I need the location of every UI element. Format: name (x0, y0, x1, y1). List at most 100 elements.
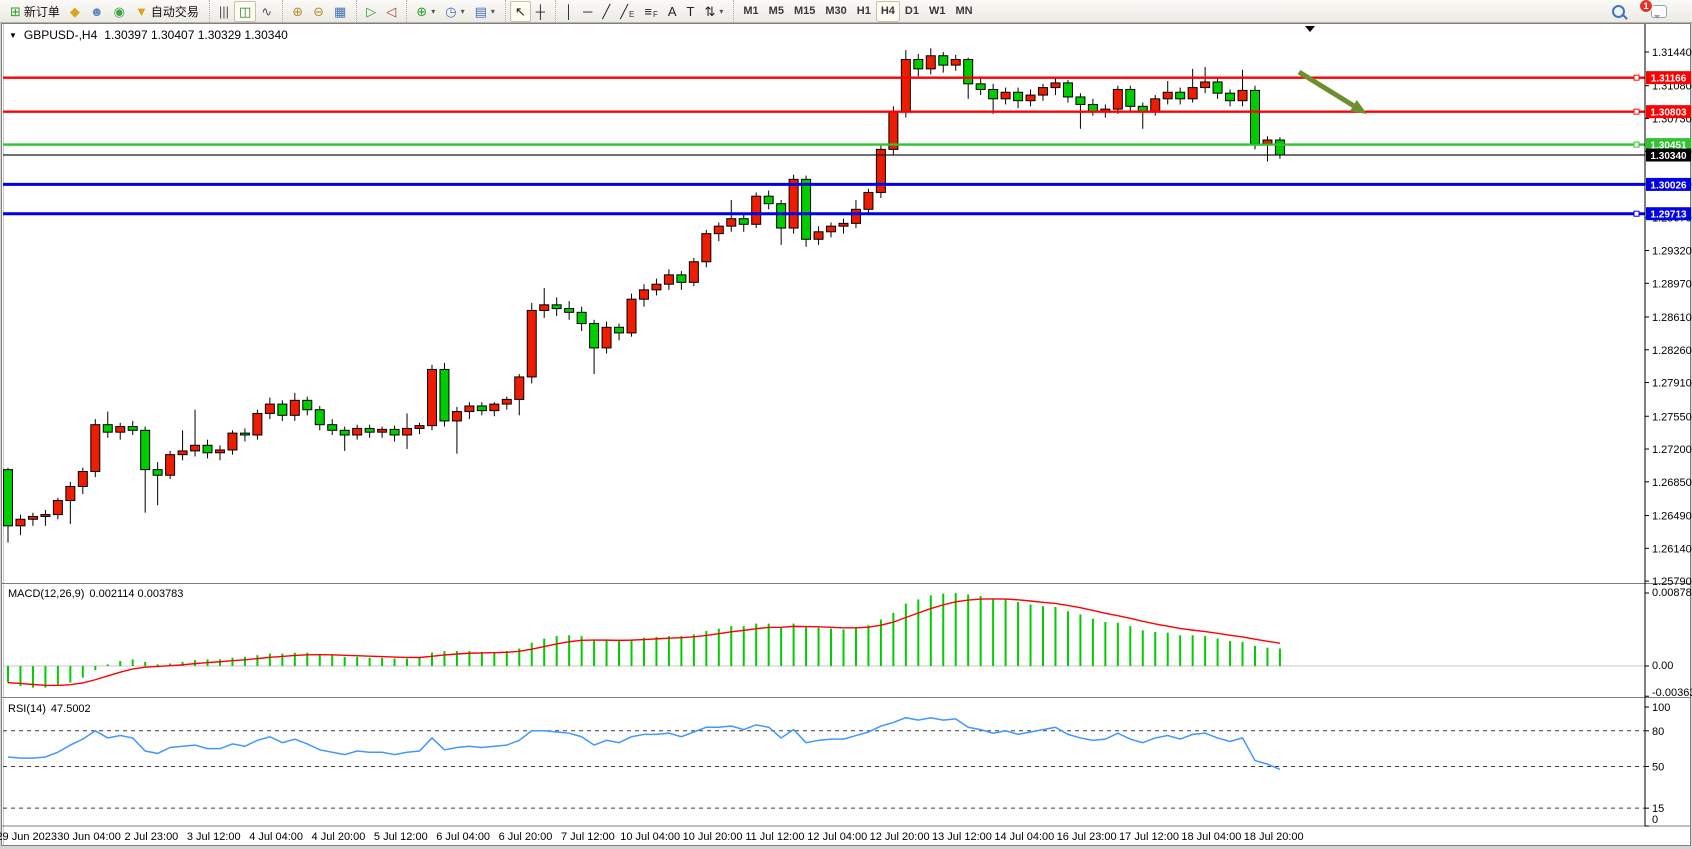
new-order-icon: ⊞ (10, 3, 21, 19)
timeframe-m5-button[interactable]: M5 (768, 5, 784, 17)
horizontal-line-button[interactable]: ─ (578, 1, 597, 22)
notifications-button[interactable]: 1 (1639, 0, 1672, 22)
timeframe-m30-button[interactable]: M30 (825, 5, 847, 17)
chat-bubble-icon (1651, 4, 1667, 19)
autotrading-button[interactable]: ▼ 自动交易 (130, 1, 204, 22)
price-tick-label: 1.26140 (1652, 543, 1692, 555)
date-axis[interactable]: 29 Jun 2023 30 Jun 04:00 2 Jul 23:00 3 Jul … (0, 831, 1304, 843)
news-button[interactable]: ◆ (65, 1, 85, 22)
timeframe-w1-button[interactable]: W1 (928, 5, 946, 17)
rsi-tick-label: 100 (1652, 702, 1670, 714)
timeframe-h4-button[interactable]: H4 (875, 0, 900, 22)
current-price-tag: 1.30340 (1650, 151, 1687, 162)
vertical-line-icon: │ (565, 3, 574, 19)
macd-histogram (7, 592, 1281, 688)
rsi-tick-label: 0 (1652, 814, 1658, 826)
equidistant-channel-button[interactable]: ╱ E (615, 1, 639, 22)
macd-indicator-name: MACD(12,26,9) (8, 588, 85, 600)
crosshair-icon: ┼ (535, 3, 546, 19)
news-icon: ◆ (69, 3, 80, 19)
fibonacci-button[interactable]: ≡ F (639, 1, 662, 22)
rsi-indicator-name: RSI(14) (8, 703, 46, 715)
arrow-annotation-head[interactable] (1349, 100, 1367, 114)
line-chart-button[interactable]: ∿ (256, 1, 277, 22)
main-toolbar: ⊞ 新订单 ◆ ☻ ◉ ▼ 自动交易 ||| ◫ ∿ ⊕ ⊖ ▦ ▷ ◁ ⊕ ▾ ◷ ▾ ▤ ▾ ↖ ┼ │ ─ ╱ ╱ E ≡ F A T ⇅… (0, 0, 1692, 23)
price-tick-label: 1.31440 (1652, 47, 1692, 59)
crosshair-button[interactable]: ┼ (531, 1, 550, 22)
bar-chart-button[interactable]: ||| (214, 1, 234, 22)
toolbar-group-trade: ⊞ 新订单 ◆ ☻ ◉ ▼ 自动交易 (1, 0, 208, 22)
new-order-button[interactable]: ⊞ 新订单 (5, 1, 65, 22)
search-button[interactable] (1607, 1, 1630, 22)
text-label-icon: T (686, 3, 695, 19)
cursor-button[interactable]: ↖ (509, 0, 531, 22)
indicator-plus-icon: ⊕ (416, 3, 428, 19)
chart-ohlc-values: 1.30397 1.30407 1.30329 1.30340 (104, 28, 288, 42)
macd-tick-label: -0.003637 (1652, 687, 1692, 699)
hline-handle-1.31166[interactable] (1633, 74, 1640, 81)
trendline-button[interactable]: ╱ (597, 1, 615, 22)
autotrading-button-label: 自动交易 (150, 4, 199, 19)
clock-icon: ◷ (445, 3, 457, 19)
toolbar-group-pointer-tools: ↖ ┼ (504, 0, 554, 22)
vertical-line-button[interactable]: │ (560, 1, 578, 22)
timeframe-h1-button[interactable]: H1 (856, 5, 871, 17)
zoom-out-icon: ⊖ (313, 3, 324, 19)
macd-tick-label: 0.008782 (1652, 587, 1692, 599)
date-label: 10 Jul 04:00 (620, 831, 680, 843)
chart-shift-icon: ◁ (386, 3, 397, 19)
price-tick-label: 1.28610 (1652, 312, 1692, 324)
date-label: 18 Jul 04:00 (1181, 831, 1241, 843)
chart-symbol-period: GBPUSD-,H4 (23, 28, 98, 42)
indicators-button[interactable]: ⊕ ▾ (411, 1, 440, 22)
zoom-out-button[interactable]: ⊖ (308, 1, 329, 22)
price-tick-label: 1.25790 (1652, 576, 1692, 588)
bar-end-marker-icon (1305, 26, 1315, 32)
new-order-button-label: 新订单 (23, 4, 60, 19)
date-label: 12 Jul 20:00 (870, 831, 930, 843)
date-label: 4 Jul 04:00 (249, 831, 303, 843)
tile-windows-button[interactable]: ▦ (329, 1, 351, 22)
signals-button[interactable]: ◉ (109, 1, 130, 22)
auto-scroll-icon: ▷ (366, 3, 377, 19)
hline-handle-1.30803[interactable] (1633, 108, 1640, 115)
arrows-icon: ⇅ (704, 3, 716, 19)
arrows-button[interactable]: ⇅ ▾ (699, 1, 728, 22)
toolbar-group-draw-tools: │ ─ ╱ ╱ E ≡ F A T ⇅ ▾ (555, 0, 732, 22)
timeframe-d1-button[interactable]: D1 (904, 5, 919, 17)
chart-collapse-toggle[interactable]: ▼ (9, 31, 17, 40)
price-tag-1.30026: 1.30026 (1650, 180, 1687, 191)
date-label: 17 Jul 12:00 (1119, 831, 1179, 843)
toolbar-groups: ⊞ 新订单 ◆ ☻ ◉ ▼ 自动交易 ||| ◫ ∿ ⊕ ⊖ ▦ ▷ ◁ ⊕ ▾ ◷ ▾ ▤ ▾ ↖ ┼ │ ─ ╱ ╱ E ≡ F A T ⇅… (0, 0, 982, 22)
date-label: 4 Jul 20:00 (312, 831, 366, 843)
text-button[interactable]: A (663, 1, 682, 22)
hline-handle-1.29713[interactable] (1633, 210, 1640, 217)
templates-button[interactable]: ▤ ▾ (470, 1, 500, 22)
chart-shift-button[interactable]: ◁ (381, 1, 401, 22)
arrow-annotation[interactable] (1297, 69, 1355, 108)
timeframe-mn-button[interactable]: MN (955, 5, 973, 17)
hline-handle-1.30451[interactable] (1633, 141, 1640, 148)
toolbar-group-timeframes: M1 M5 M15 M30 H1 H4 D1 W1 MN (733, 0, 981, 22)
text-label-button[interactable]: T (682, 1, 700, 22)
timeframe-m15-button[interactable]: M15 (793, 5, 816, 17)
periods-button[interactable]: ◷ ▾ (440, 1, 469, 22)
date-label: 12 Jul 04:00 (807, 831, 867, 843)
trendline-icon: ╱ (602, 3, 611, 19)
price-tick-label: 1.27200 (1652, 444, 1692, 456)
community-button[interactable]: ☻ (85, 1, 109, 22)
toolbar-group-zoom: ⊕ ⊖ ▦ (282, 0, 355, 22)
macd-indicator-values: 0.002114 0.003783 (89, 588, 184, 600)
toolbar-group-scroll: ▷ ◁ (356, 0, 405, 22)
price-tick-label: 1.26850 (1652, 477, 1692, 489)
candlestick-chart-button[interactable]: ◫ (233, 0, 257, 22)
chart-title: ▼ GBPUSD-,H4 1.30397 1.30407 1.30329 1.3… (9, 28, 288, 42)
zoom-in-button[interactable]: ⊕ (287, 1, 308, 22)
rsi-tick-label: 80 (1652, 726, 1664, 738)
timeframe-m1-button[interactable]: M1 (743, 5, 759, 17)
cursor-icon: ↖ (514, 3, 526, 19)
auto-scroll-button[interactable]: ▷ (361, 1, 381, 22)
zoom-in-icon: ⊕ (292, 3, 304, 19)
chevron-down-icon: ▾ (431, 6, 436, 16)
